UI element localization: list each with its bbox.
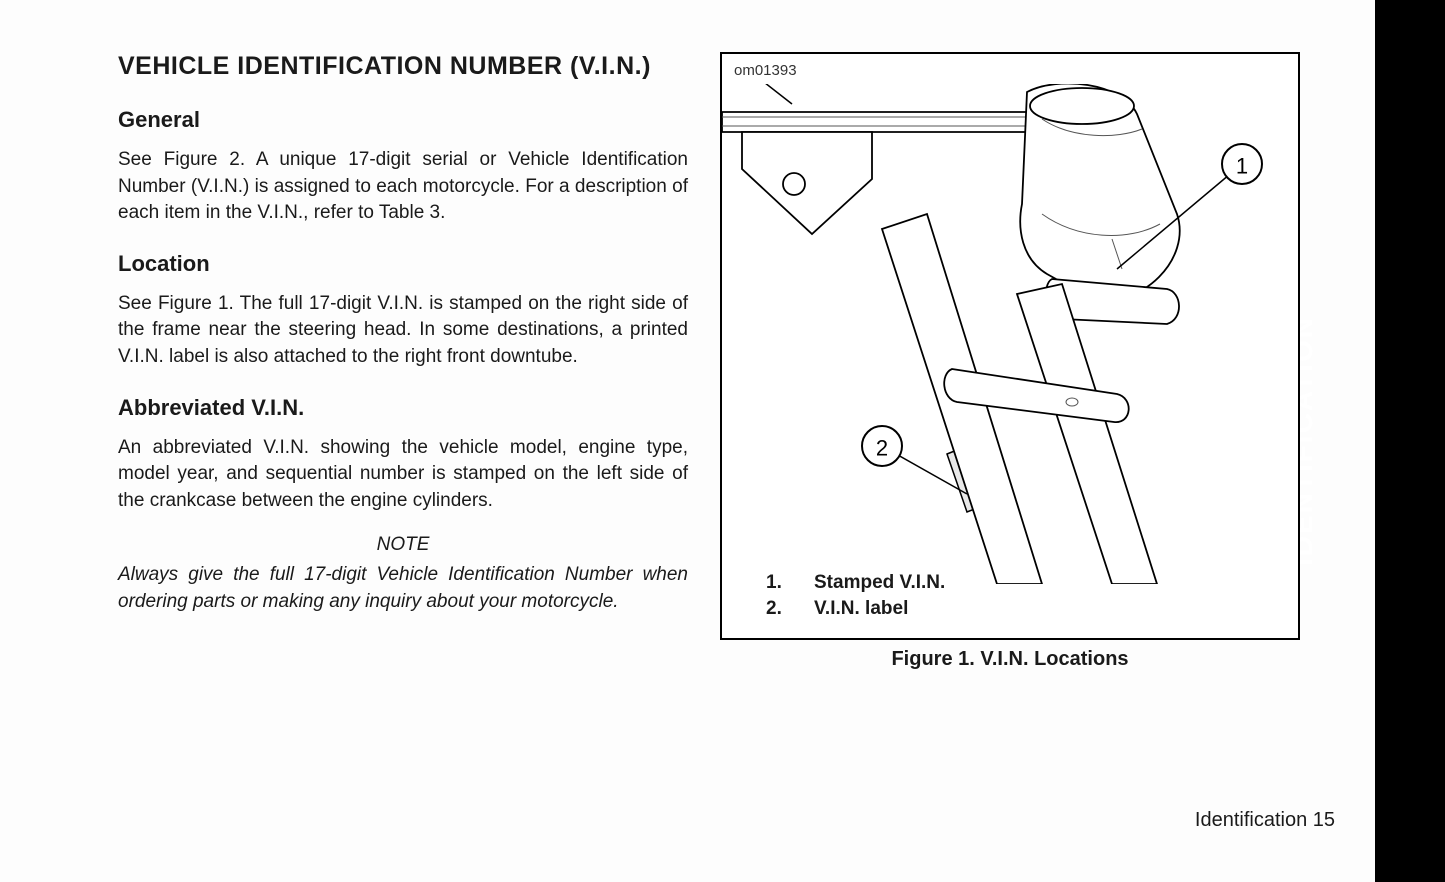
footer-section: Identification xyxy=(1195,809,1307,831)
paragraph-abbreviated: An abbreviated V.I.N. showing the vehicl… xyxy=(118,435,688,515)
footer-page: 15 xyxy=(1313,809,1335,831)
heading-general: General xyxy=(118,107,688,133)
note-body: Always give the full 17-digit Vehicle Id… xyxy=(118,562,688,615)
legend-row-1: 1. Stamped V.I.N. xyxy=(766,572,945,594)
note-title: NOTE xyxy=(118,534,688,556)
callout-1-number: 1 xyxy=(1236,154,1248,179)
paragraph-location: See Figure 1. The full 17-digit V.I.N. i… xyxy=(118,291,688,371)
heading-location: Location xyxy=(118,251,688,277)
page-title: VEHICLE IDENTIFICATION NUMBER (V.I.N.) xyxy=(118,52,688,81)
paragraph-general: See Figure 2. A unique 17-digit serial o… xyxy=(118,147,688,227)
section-tab: IDENTIFICATION xyxy=(1375,0,1445,882)
figure-illustration: 1 2 xyxy=(722,84,1302,584)
figure-caption: Figure 1. V.I.N. Locations xyxy=(720,648,1300,671)
page: IDENTIFICATION VEHICLE IDENTIFICATION NU… xyxy=(0,0,1445,882)
legend-label-1: Stamped V.I.N. xyxy=(814,572,945,594)
figure-legend: 1. Stamped V.I.N. 2. V.I.N. label xyxy=(766,572,945,624)
legend-label-2: V.I.N. label xyxy=(814,598,908,620)
legend-num-1: 1. xyxy=(766,572,786,594)
page-footer: Identification 15 xyxy=(1195,809,1335,832)
figure-1: om01393 xyxy=(720,52,1300,640)
callout-2-number: 2 xyxy=(876,436,888,461)
text-column: VEHICLE IDENTIFICATION NUMBER (V.I.N.) G… xyxy=(118,52,688,616)
legend-num-2: 2. xyxy=(766,598,786,620)
heading-abbreviated: Abbreviated V.I.N. xyxy=(118,395,688,421)
figure-id: om01393 xyxy=(734,62,797,79)
legend-row-2: 2. V.I.N. label xyxy=(766,598,945,620)
